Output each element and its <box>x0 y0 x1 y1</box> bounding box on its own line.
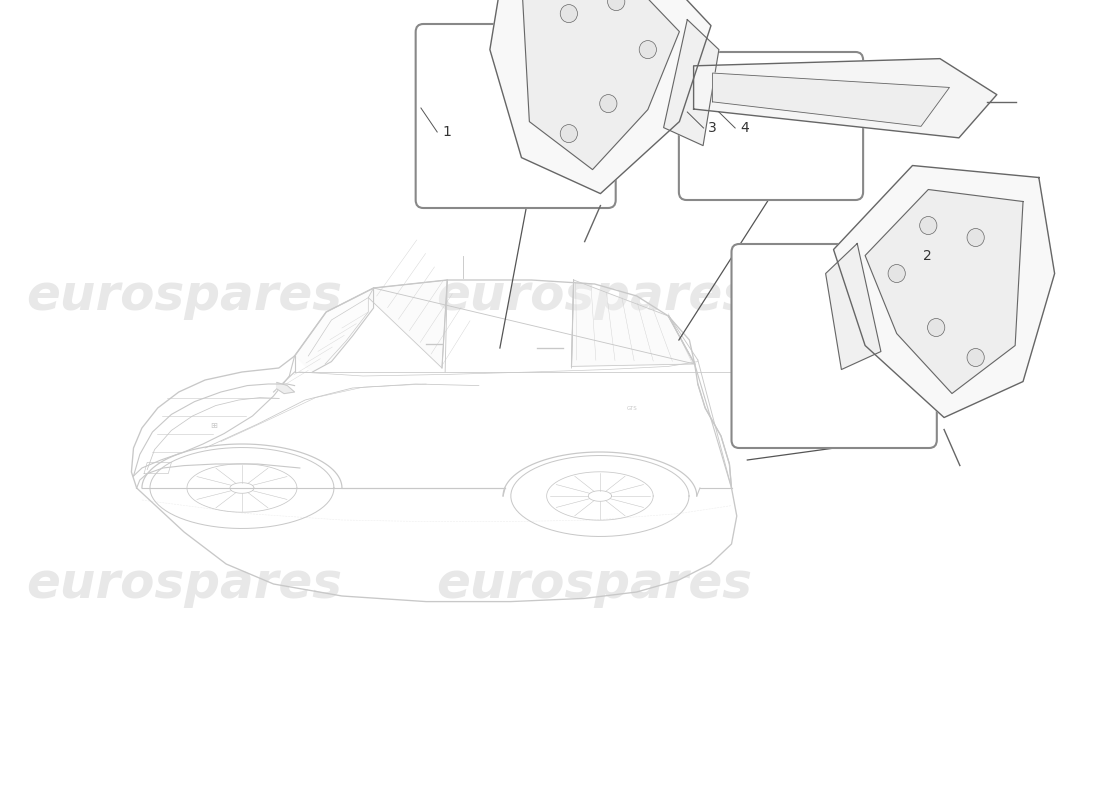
FancyBboxPatch shape <box>732 244 937 448</box>
Circle shape <box>560 125 578 142</box>
Text: 3: 3 <box>708 121 717 135</box>
Polygon shape <box>663 19 719 146</box>
Circle shape <box>560 5 578 22</box>
FancyBboxPatch shape <box>416 24 616 208</box>
Polygon shape <box>277 382 295 394</box>
Circle shape <box>600 94 617 113</box>
Circle shape <box>967 349 984 366</box>
Polygon shape <box>865 190 1023 394</box>
Text: eurospares: eurospares <box>437 272 752 320</box>
Text: 2: 2 <box>923 249 932 263</box>
FancyBboxPatch shape <box>679 52 864 200</box>
Text: eurospares: eurospares <box>26 560 342 608</box>
Text: GTS: GTS <box>627 406 638 410</box>
Circle shape <box>927 318 945 337</box>
Polygon shape <box>572 280 695 366</box>
Text: 1: 1 <box>442 125 451 139</box>
Polygon shape <box>834 166 1055 418</box>
Polygon shape <box>713 73 949 126</box>
Polygon shape <box>694 58 997 138</box>
Circle shape <box>920 217 937 234</box>
Text: eurospares: eurospares <box>437 560 752 608</box>
Polygon shape <box>826 243 881 370</box>
Circle shape <box>639 41 657 58</box>
Polygon shape <box>490 0 711 194</box>
Circle shape <box>967 229 984 246</box>
Polygon shape <box>521 0 680 170</box>
Text: 4: 4 <box>740 121 749 135</box>
Text: eurospares: eurospares <box>26 272 342 320</box>
Circle shape <box>888 265 905 282</box>
Text: ⊞: ⊞ <box>210 421 217 430</box>
Polygon shape <box>368 280 448 368</box>
Polygon shape <box>295 288 374 372</box>
Circle shape <box>607 0 625 10</box>
